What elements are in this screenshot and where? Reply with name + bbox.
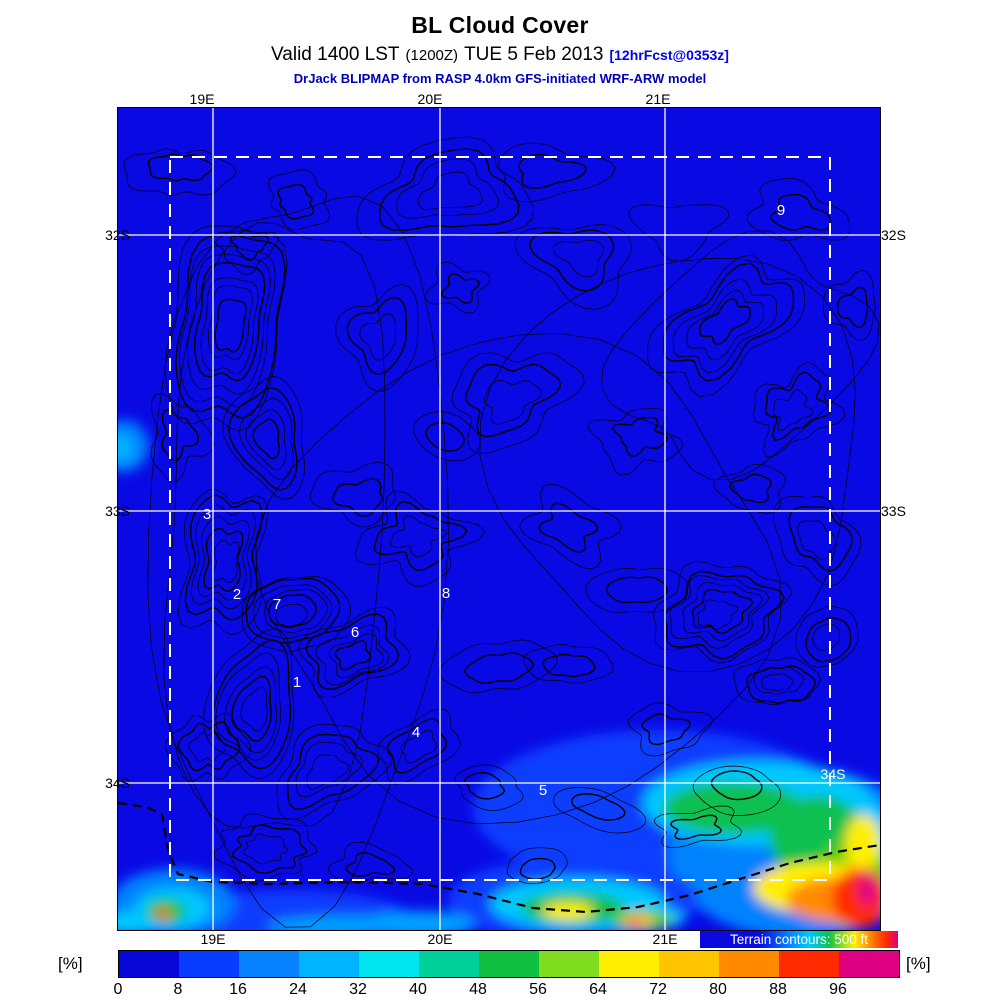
terrain-note: Terrain contours: 500 ft xyxy=(729,932,869,947)
header: BL Cloud Cover Valid 1400 LST (1200Z) TUE … xyxy=(0,12,1000,86)
lat-label-right-33S: 33S xyxy=(881,503,906,519)
colorbar-tick-56: 56 xyxy=(529,981,547,998)
colorbar-tick-88: 88 xyxy=(769,981,787,998)
colorbar-tick-64: 64 xyxy=(589,981,607,998)
colorbar xyxy=(118,950,900,978)
model-line: DrJack BLIPMAP from RASP 4.0km GFS-initi… xyxy=(293,71,707,86)
colorbar-cell-24 xyxy=(299,951,359,977)
colorbar-cell-64 xyxy=(599,951,659,977)
colorbar-tick-72: 72 xyxy=(649,981,667,998)
page-title: BL Cloud Cover xyxy=(411,12,589,38)
colorbar-tick-8: 8 xyxy=(173,981,183,998)
colorbar-tick-0: 0 xyxy=(113,981,123,998)
colorbar-tick-80: 80 xyxy=(709,981,727,998)
map-frame: 9 3 2 7 8 6 1 4 5 34S xyxy=(117,107,881,931)
colorbar-cell-48 xyxy=(479,951,539,977)
colorbar-cell-8 xyxy=(179,951,239,977)
colorbar-cell-0 xyxy=(119,951,179,977)
valid-date: TUE 5 Feb 2013 xyxy=(464,44,604,65)
colorbar-cell-40 xyxy=(419,951,479,977)
spot-number-8: 8 xyxy=(442,585,450,602)
unit-label-left: [%] xyxy=(58,954,83,973)
colorbar-cell-72 xyxy=(659,951,719,977)
colorbar-ticks: 0 8 16 24 32 40 48 56 64 72 80 88 96 xyxy=(114,981,898,999)
lat-label-right-32S: 32S xyxy=(881,227,906,243)
colorbar-cell-32 xyxy=(359,951,419,977)
spot-number-2: 2 xyxy=(233,586,241,603)
terrain-note-strip: Terrain contours: 500 ft xyxy=(700,931,898,948)
spot-number-3: 3 xyxy=(203,506,211,523)
colorbar-tick-32: 32 xyxy=(349,981,367,998)
spot-number-7: 7 xyxy=(273,596,281,613)
colorbar-tick-96: 96 xyxy=(829,981,847,998)
colorbar-tick-40: 40 xyxy=(409,981,427,998)
colorbar-cell-96 xyxy=(839,951,899,977)
colorbar-tick-24: 24 xyxy=(289,981,307,998)
lat-lon-grid xyxy=(118,108,880,930)
terrain-contours xyxy=(123,136,880,928)
lat-label-left-32S: 32S xyxy=(105,227,130,243)
lon-label-bottom-19E: 19E xyxy=(200,931,226,947)
colorbar-cell-88 xyxy=(779,951,839,977)
lat-label-34s-inside: 34S xyxy=(821,766,846,782)
lon-label-bottom-20E: 20E xyxy=(427,931,453,947)
cloud-cover-field xyxy=(118,420,880,930)
spot-number-6: 6 xyxy=(351,624,359,641)
coastline xyxy=(118,801,880,914)
valid-zulu: (1200Z) xyxy=(405,47,459,64)
lon-label-bottom-21E: 21E xyxy=(652,931,678,947)
valid-line: Valid 1400 LST (1200Z) TUE 5 Feb 2013 [12hr… xyxy=(0,44,1000,66)
lon-label-top-20E: 20E xyxy=(417,91,443,107)
colorbar-tick-48: 48 xyxy=(469,981,487,998)
colorbar-cell-80 xyxy=(719,951,779,977)
lat-label-left-34S: 34S xyxy=(105,775,130,791)
model-domain-box xyxy=(169,156,831,881)
spot-number-5: 5 xyxy=(539,782,547,799)
spot-number-4: 4 xyxy=(412,724,420,741)
lon-label-top-21E: 21E xyxy=(645,91,671,107)
colorbar-cell-56 xyxy=(539,951,599,977)
spot-number-9: 9 xyxy=(777,202,785,219)
spot-number-1: 1 xyxy=(293,674,301,691)
valid-time: Valid 1400 LST xyxy=(271,44,400,65)
colorbar-tick-16: 16 xyxy=(229,981,247,998)
unit-label-right: [%] xyxy=(906,954,931,973)
lat-label-left-33S: 33S xyxy=(105,503,130,519)
lon-label-top-19E: 19E xyxy=(189,91,215,107)
forecast-tag: [12hrFcst@0353z] xyxy=(609,47,729,63)
colorbar-cell-16 xyxy=(239,951,299,977)
cloud-cover-map: 9 3 2 7 8 6 1 4 5 34S xyxy=(118,108,880,930)
